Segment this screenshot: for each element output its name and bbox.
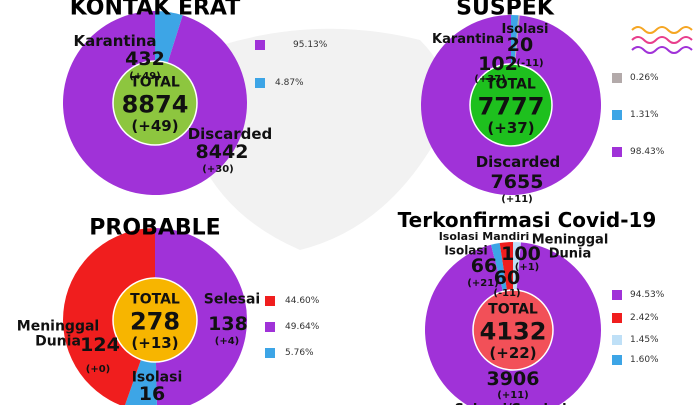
category-label: Isolasi Mandiri <box>438 230 530 244</box>
count-label: 60 <box>493 267 521 290</box>
center-circle <box>112 277 198 363</box>
legend-swatch <box>612 335 622 345</box>
legend-label: 0.26% <box>630 73 659 83</box>
center-circle <box>112 60 198 146</box>
center-circle <box>469 63 553 147</box>
pie-slice <box>63 228 155 405</box>
total-delta: (+13) <box>131 334 179 353</box>
delta-label: (-11) <box>516 57 544 69</box>
category-label: Isolasi <box>444 243 488 258</box>
legend-label: 1.60% <box>630 355 659 365</box>
chart-title: SUSPEK <box>456 0 554 21</box>
delta-label: (-11) <box>493 287 521 299</box>
legend-label: 49.64% <box>285 322 320 332</box>
legend-swatch <box>265 322 275 332</box>
legend-swatch <box>265 348 275 358</box>
delta-label: (+49) <box>129 70 161 82</box>
total-value: 8874 <box>121 90 189 119</box>
legend-swatch <box>255 78 265 88</box>
total-value: 278 <box>129 307 181 336</box>
total-value: 4132 <box>479 317 547 346</box>
category-label: Meninggal Dunia <box>16 318 100 349</box>
total-label: TOTAL <box>486 76 536 93</box>
legend-label: 5.76% <box>285 348 314 358</box>
legend-swatch <box>612 355 622 365</box>
delta-label: (+1) <box>514 261 540 273</box>
center-circle <box>472 289 554 371</box>
category-label: Selesai/Sembuh <box>455 403 572 405</box>
chart-title: Terkonfirmasi Covid-19 <box>397 208 657 232</box>
legend-swatch <box>612 290 622 300</box>
legend-swatch <box>265 296 275 306</box>
pie-slice <box>155 228 247 405</box>
count-label: 8442 <box>195 141 249 164</box>
legend-label: 1.45% <box>630 335 659 345</box>
delta-label: (+11) <box>501 193 533 205</box>
background-map <box>180 28 448 250</box>
count-label: 102 <box>478 53 518 76</box>
legend-swatch <box>255 40 265 50</box>
legend-swatch <box>612 147 622 157</box>
category-label: Karantina <box>432 32 504 48</box>
delta-label: (+4) <box>214 335 240 347</box>
delta-label: (+0) <box>85 363 111 375</box>
category-label: Selesai <box>203 291 261 308</box>
total-label: TOTAL <box>488 301 538 318</box>
count-label: 16 <box>138 383 166 405</box>
chart-title: KONTAK ERAT <box>69 0 241 21</box>
category-label: Meninggal Dunia <box>531 232 609 261</box>
count-label: 432 <box>125 48 165 71</box>
total-delta: (+37) <box>487 119 535 138</box>
count-label: 20 <box>506 34 534 57</box>
legend-label: 98.43% <box>630 147 665 157</box>
chart-title: PROBABLE <box>89 215 221 241</box>
legend-label: 95.13% <box>293 40 328 50</box>
total-delta: (+49) <box>131 117 179 136</box>
legend-label: 94.53% <box>630 290 665 300</box>
legend-swatch <box>612 110 622 120</box>
total-label: TOTAL <box>130 74 180 91</box>
count-label: 100 <box>501 243 541 266</box>
legend-label: 2.42% <box>630 313 659 323</box>
count-label: 66 <box>470 255 498 278</box>
count-label: 7655 <box>490 171 544 194</box>
total-label: TOTAL <box>130 291 180 308</box>
legend-label: 1.31% <box>630 110 659 120</box>
legend-swatch <box>612 73 622 83</box>
category-label: Karantina <box>73 32 157 51</box>
delta-label: (+30) <box>202 163 234 175</box>
total-value: 7777 <box>477 92 545 121</box>
legend-label: 4.87% <box>275 78 304 88</box>
delta-label: (+21) <box>467 277 499 289</box>
total-delta: (+22) <box>489 344 537 363</box>
count-label: 124 <box>80 334 120 357</box>
count-label: 3906 <box>486 368 540 391</box>
category-label: Discarded <box>475 153 561 172</box>
decoration <box>631 26 693 54</box>
category-label: Discarded <box>187 125 273 144</box>
legend-swatch <box>612 313 622 323</box>
delta-label: (+37) <box>474 73 506 85</box>
count-label: 138 <box>208 313 248 336</box>
category-label: Isolasi <box>131 369 183 386</box>
delta-label: (+11) <box>497 389 529 401</box>
legend-label: 44.60% <box>285 296 320 306</box>
pie-slice <box>425 242 601 405</box>
category-label: Isolasi <box>501 22 549 38</box>
